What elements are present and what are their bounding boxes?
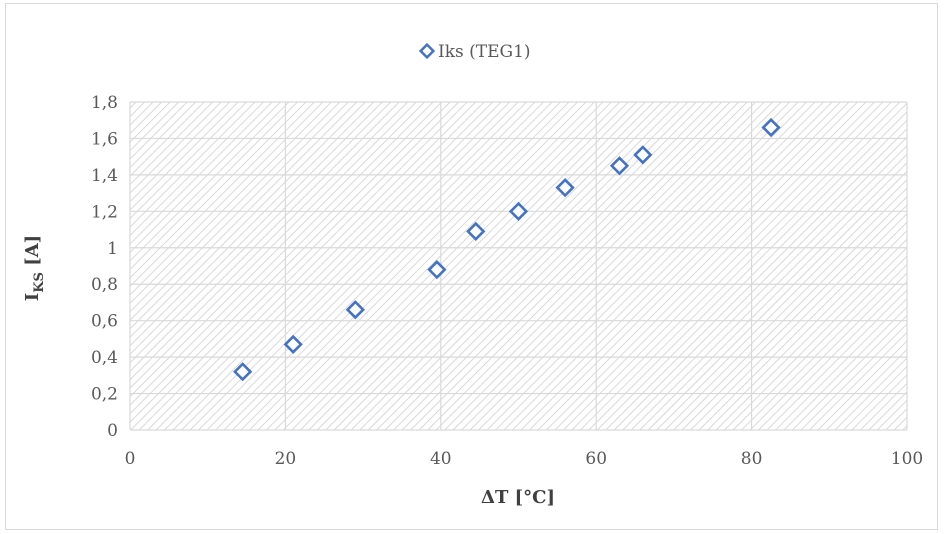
y-tick-label: 1,8 — [91, 93, 118, 113]
data-point-marker — [633, 145, 653, 165]
y-tick-label: 0 — [107, 421, 118, 441]
x-tick-label: 20 — [275, 449, 297, 469]
x-tick-label: 40 — [430, 449, 452, 469]
y-axis-ticks: 0 0,2 0,4 0,6 0,8 1 1,2 1,4 1,6 1,8 — [91, 93, 118, 441]
x-tick-label: 80 — [741, 449, 763, 469]
data-point-marker — [345, 300, 365, 320]
x-axis-ticks: 0 20 40 60 80 100 — [125, 449, 924, 469]
y-tick-label: 0,8 — [91, 275, 118, 295]
y-axis-title-unit: [A] — [22, 235, 43, 272]
y-tick-label: 0,2 — [91, 385, 118, 405]
legend-marker-diamond — [418, 42, 436, 60]
data-point-marker — [761, 117, 781, 138]
y-tick-label: 0,4 — [91, 348, 118, 368]
legend-label: Iks (TEG1) — [438, 42, 531, 62]
grid-lines — [129, 101, 908, 431]
data-point-marker — [466, 221, 486, 241]
data-point-marker — [609, 156, 630, 176]
x-axis-title: ΔT [°C] — [481, 487, 555, 508]
data-point-marker — [508, 201, 529, 221]
data-point-marker — [427, 260, 447, 280]
y-tick-label: 1,2 — [91, 202, 118, 222]
y-tick-label: 1,4 — [91, 166, 118, 186]
x-tick-label: 0 — [125, 449, 136, 469]
y-axis-title-main: I — [22, 293, 43, 301]
y-tick-label: 1,6 — [91, 129, 118, 149]
plot-area — [130, 102, 907, 430]
x-tick-label: 100 — [891, 449, 923, 469]
data-point-marker — [233, 362, 253, 382]
y-tick-label: 0,6 — [91, 312, 118, 332]
data-point-marker — [283, 334, 303, 354]
y-tick-label: 1 — [107, 239, 118, 259]
legend: Iks (TEG1) — [418, 42, 531, 62]
data-point-marker — [555, 178, 575, 198]
x-tick-label: 60 — [585, 449, 607, 469]
y-axis-title-subscript: KS — [32, 272, 47, 293]
y-axis-title: IKS [A] — [22, 235, 47, 301]
data-markers — [233, 117, 781, 382]
